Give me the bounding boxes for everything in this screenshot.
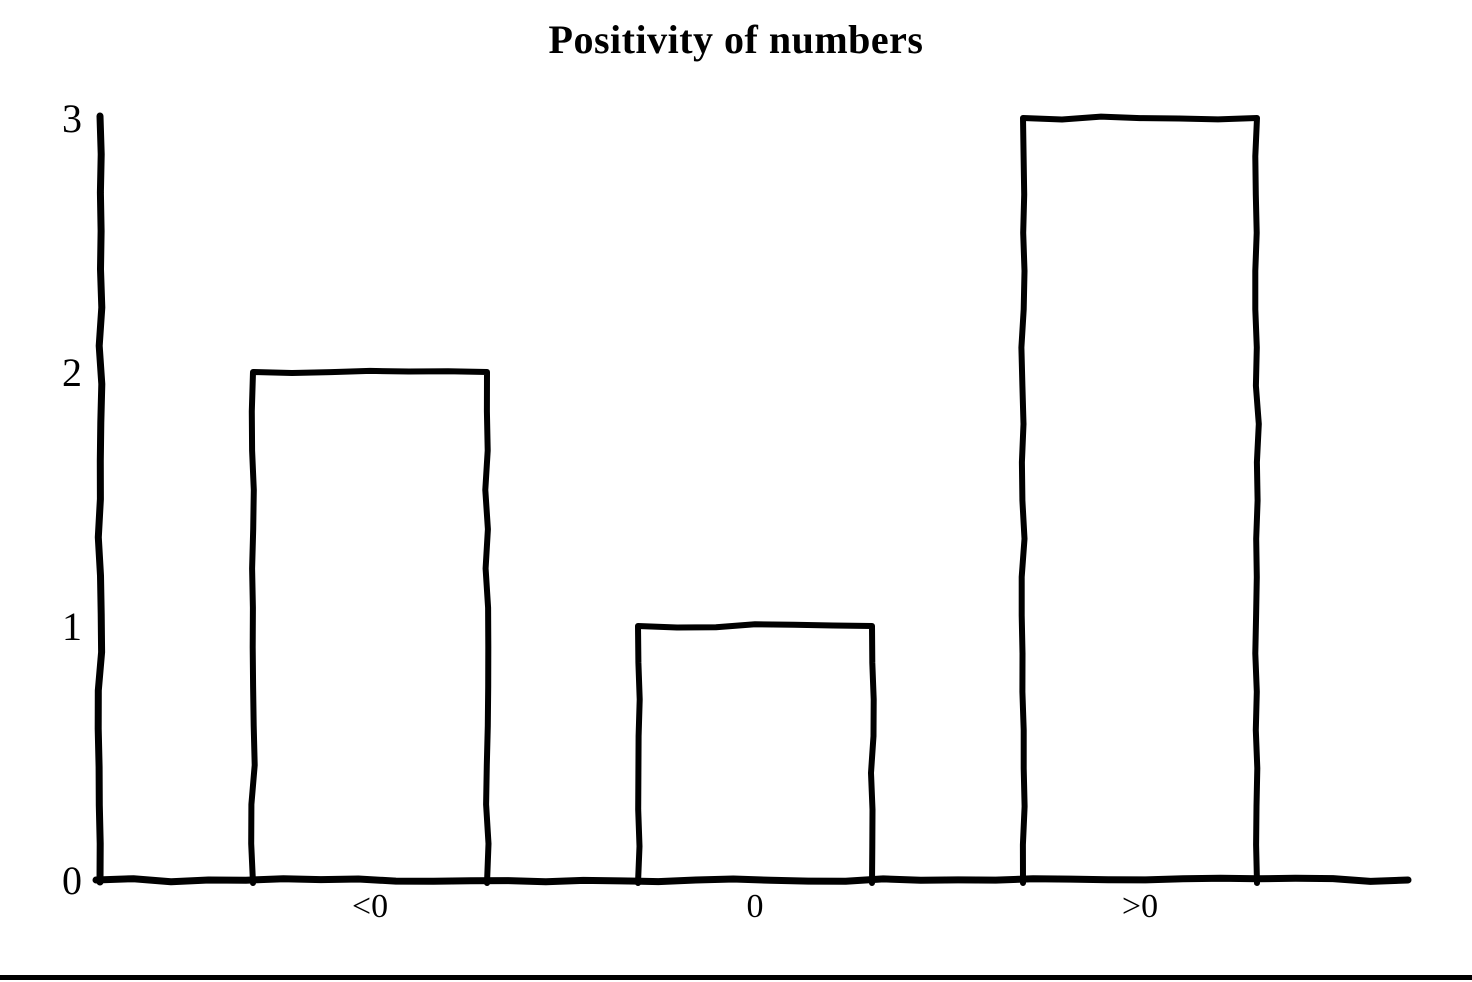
bottom-border-line [0,975,1472,980]
x-category-label: <0 [352,888,388,925]
x-category-label: >0 [1122,888,1158,925]
bar-outline [248,367,492,886]
x-category-label: 0 [747,888,764,925]
y-tick-label: 3 [62,96,82,141]
y-tick-label: 0 [62,858,82,903]
bar-outline [635,621,877,886]
bar-outline [1018,113,1262,886]
y-tick-label: 1 [62,604,82,649]
y-axis-line [94,112,106,886]
y-tick-label: 2 [62,350,82,395]
x-axis-line [92,874,1412,886]
chart-title: Positivity of numbers [548,17,924,62]
